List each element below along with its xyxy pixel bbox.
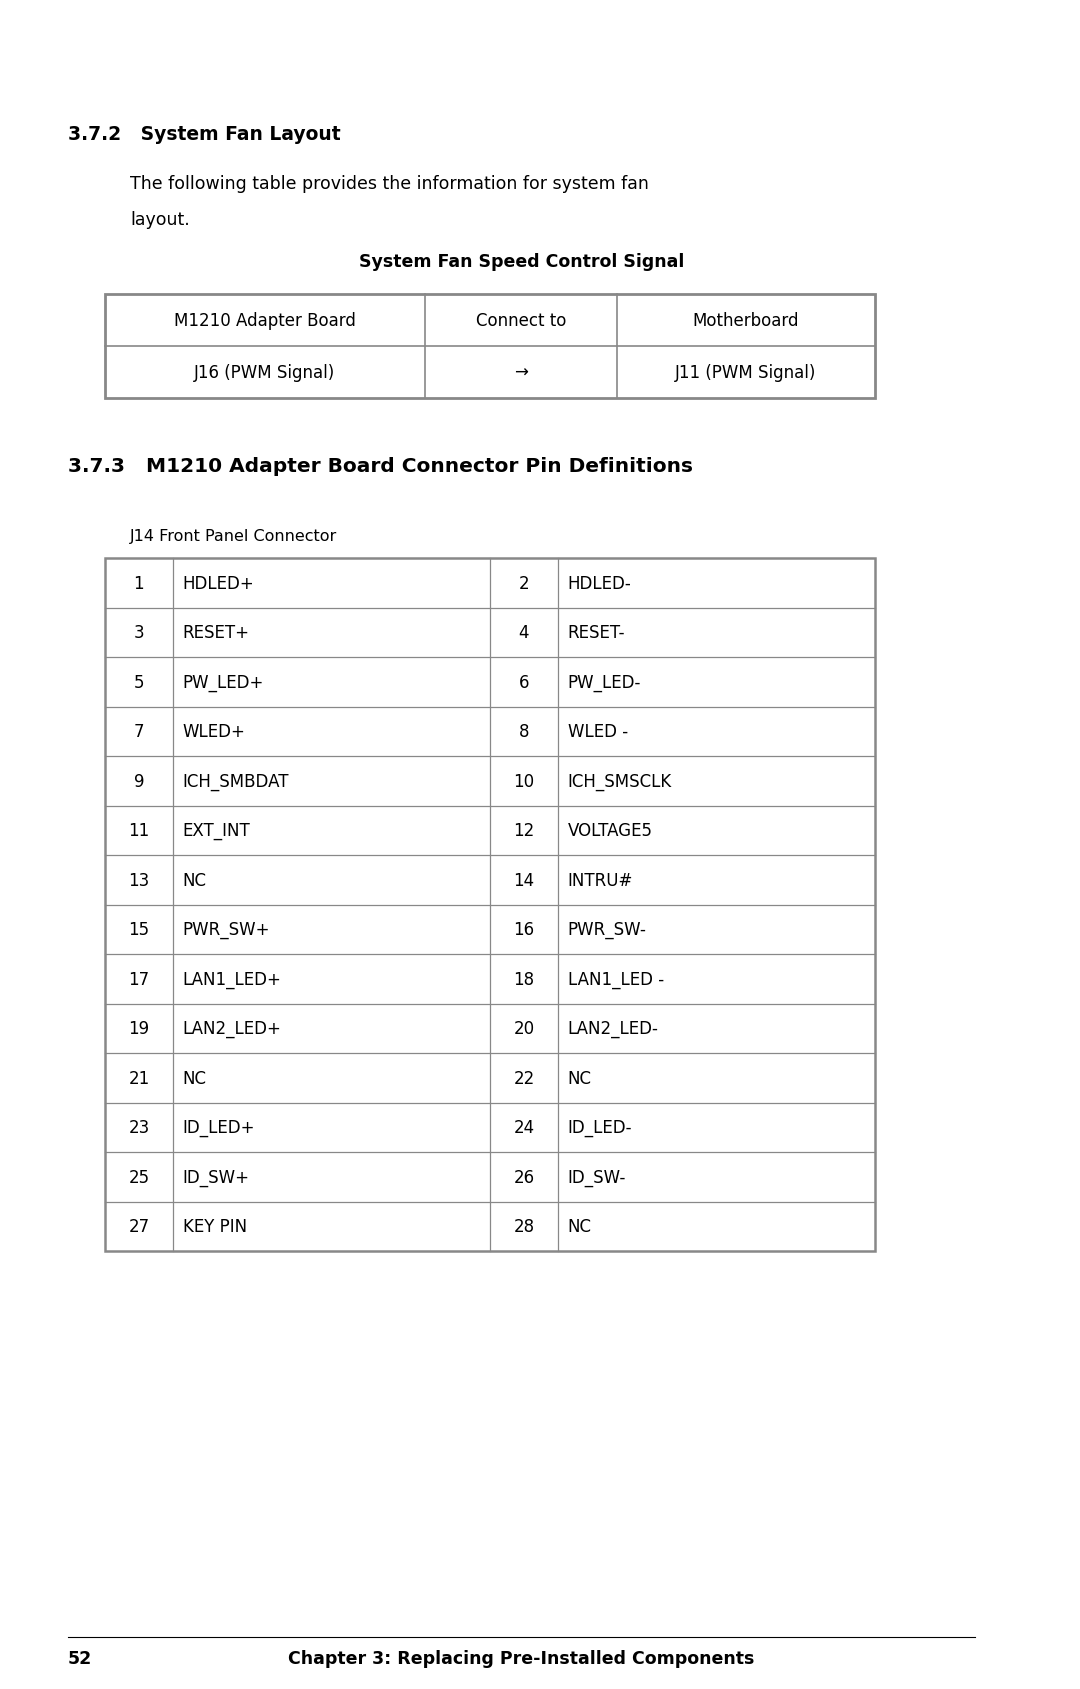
Text: RESET-: RESET- — [568, 623, 625, 642]
Text: 21: 21 — [129, 1069, 149, 1088]
Text: layout.: layout. — [130, 211, 190, 230]
Text: LAN1_LED -: LAN1_LED - — [568, 969, 664, 988]
Text: PWR_SW+: PWR_SW+ — [183, 921, 270, 939]
Text: NC: NC — [568, 1218, 592, 1236]
Text: PW_LED+: PW_LED+ — [183, 674, 265, 691]
Text: The following table provides the information for system fan: The following table provides the informa… — [130, 176, 649, 193]
Text: WLED+: WLED+ — [183, 723, 245, 741]
Text: PWR_SW-: PWR_SW- — [568, 921, 647, 939]
Text: INTRU#: INTRU# — [568, 872, 633, 888]
Text: M1210 Adapter Board: M1210 Adapter Board — [174, 312, 355, 329]
Text: 14: 14 — [513, 872, 535, 888]
Text: 9: 9 — [134, 772, 144, 790]
Text: 19: 19 — [129, 1020, 149, 1037]
Text: NC: NC — [568, 1069, 592, 1088]
Text: 24: 24 — [513, 1118, 535, 1137]
Text: 15: 15 — [129, 921, 149, 939]
Text: 26: 26 — [513, 1169, 535, 1186]
Text: RESET+: RESET+ — [183, 623, 249, 642]
Text: 2: 2 — [518, 574, 529, 593]
Text: WLED -: WLED - — [568, 723, 627, 741]
Text: 22: 22 — [513, 1069, 535, 1088]
Text: LAN2_LED-: LAN2_LED- — [568, 1020, 659, 1037]
Text: ID_LED+: ID_LED+ — [183, 1118, 255, 1137]
Text: ID_SW+: ID_SW+ — [183, 1169, 249, 1186]
Text: VOLTAGE5: VOLTAGE5 — [568, 823, 652, 839]
Text: 3.7.2   System Fan Layout: 3.7.2 System Fan Layout — [68, 125, 340, 144]
Text: KEY PIN: KEY PIN — [183, 1218, 247, 1236]
Text: 18: 18 — [513, 969, 535, 988]
Text: NC: NC — [183, 1069, 206, 1088]
Text: Chapter 3: Replacing Pre-Installed Components: Chapter 3: Replacing Pre-Installed Compo… — [288, 1648, 755, 1667]
Text: J14 Front Panel Connector: J14 Front Panel Connector — [130, 529, 337, 544]
Text: 7: 7 — [134, 723, 144, 741]
Text: 17: 17 — [129, 969, 149, 988]
Text: J11 (PWM Signal): J11 (PWM Signal) — [675, 363, 816, 382]
Text: 11: 11 — [129, 823, 149, 839]
Text: LAN1_LED+: LAN1_LED+ — [183, 969, 282, 988]
Text: 23: 23 — [129, 1118, 149, 1137]
Text: 3: 3 — [134, 623, 145, 642]
Text: 1: 1 — [134, 574, 145, 593]
Text: 13: 13 — [129, 872, 149, 888]
Text: 6: 6 — [518, 674, 529, 691]
Text: ICH_SMSCLK: ICH_SMSCLK — [568, 772, 672, 790]
Text: 5: 5 — [134, 674, 144, 691]
Text: Connect to: Connect to — [475, 312, 566, 329]
Text: 27: 27 — [129, 1218, 149, 1236]
Text: →: → — [514, 363, 528, 382]
Text: System Fan Speed Control Signal: System Fan Speed Control Signal — [359, 253, 685, 270]
Bar — [105, 559, 875, 1252]
Text: 20: 20 — [513, 1020, 535, 1037]
Text: ICH_SMBDAT: ICH_SMBDAT — [183, 772, 289, 790]
Text: HDLED+: HDLED+ — [183, 574, 255, 593]
Text: 28: 28 — [513, 1218, 535, 1236]
Text: EXT_INT: EXT_INT — [183, 823, 251, 839]
Text: J16 (PWM Signal): J16 (PWM Signal) — [194, 363, 336, 382]
Text: 10: 10 — [513, 772, 535, 790]
Text: ID_LED-: ID_LED- — [568, 1118, 632, 1137]
Text: LAN2_LED+: LAN2_LED+ — [183, 1020, 282, 1037]
Text: 52: 52 — [68, 1648, 92, 1667]
Text: HDLED-: HDLED- — [568, 574, 632, 593]
Bar — [105, 296, 875, 399]
Text: Motherboard: Motherboard — [692, 312, 799, 329]
Text: 12: 12 — [513, 823, 535, 839]
Text: 4: 4 — [518, 623, 529, 642]
Text: ID_SW-: ID_SW- — [568, 1169, 626, 1186]
Text: 3.7.3   M1210 Adapter Board Connector Pin Definitions: 3.7.3 M1210 Adapter Board Connector Pin … — [68, 456, 693, 476]
Text: 25: 25 — [129, 1169, 149, 1186]
Text: PW_LED-: PW_LED- — [568, 674, 642, 691]
Text: 16: 16 — [513, 921, 535, 939]
Text: 8: 8 — [518, 723, 529, 741]
Text: NC: NC — [183, 872, 206, 888]
